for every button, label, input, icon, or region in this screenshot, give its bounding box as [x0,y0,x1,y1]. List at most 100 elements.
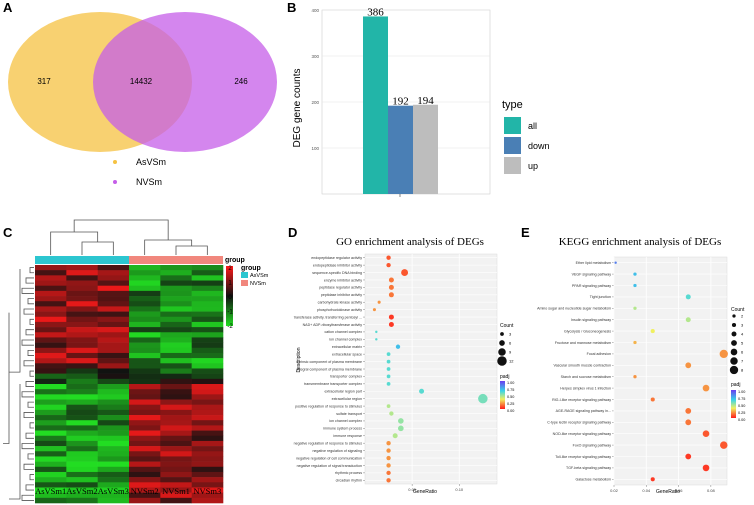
heatmap-cell [129,296,161,302]
kegg-padj-labels: 1.00 0.75 0.50 0.25 0.00 [738,390,745,422]
heatmap-cell [191,394,224,400]
heatmap-column-dendrogram [50,219,208,255]
heatmap-cell [97,435,130,442]
heatmap-cell [97,471,130,478]
heatmap-cell [97,477,130,483]
heatmap-cell [66,404,98,411]
row-dendro-branch [9,384,21,500]
dotplot-point [386,367,391,371]
dotplot-point [633,272,637,276]
row-dendro-branch [21,339,34,346]
heatmap-cell [160,497,192,504]
panel-label-b: B [287,0,296,15]
row-dendro-branch [25,484,34,491]
bar-legend-label-up: up [528,161,538,171]
bar-y-tick-label: 100 [311,146,319,151]
heatmap-cell [97,285,130,292]
heatmap-cell [66,270,98,276]
heatmap-group-bar [35,256,223,264]
heatmap-cell [129,301,161,307]
heatmap-cell [97,394,130,400]
heatmap-cell [129,316,161,323]
dotplot-point [386,255,391,260]
dendro-branch [73,219,169,240]
heatmap-cell [66,440,98,447]
heatmap-cell [66,373,98,380]
dotplot-term-label: Ether lipid metabolism [576,261,611,265]
dotplot-term-label: ion channel complex [329,338,362,342]
heatmap-cell [66,368,98,374]
heatmap-cell [160,301,192,307]
dotplot-point [633,283,637,288]
dotplot-term-label: enzyme inhibitor activity [324,278,362,282]
heatmap-cell [97,378,130,385]
count-legend-dot [497,356,507,366]
heatmap-cell [129,435,161,442]
go-count-legend-title: Count [500,323,514,329]
heatmap-cell [66,420,98,426]
heatmap-cell [160,394,192,400]
kegg-x-axis-label: GeneRatio [656,489,680,495]
heatmap-cell [66,327,98,333]
heatmap-cell [35,347,67,354]
dotplot-point [685,453,692,460]
heatmap-cell [35,378,67,385]
dotplot-point [386,448,391,453]
dotplot-point [388,321,394,327]
heatmap-cells [35,265,224,504]
heatmap-cell [35,342,67,349]
heatmap-scale-label: 1 [228,281,232,287]
heatmap-cell [35,296,67,302]
heatmap-cell [35,337,67,343]
dotplot-point [702,430,710,438]
heatmap-cell [129,461,161,468]
count-legend-dot [730,348,738,356]
heatmap-cell [66,358,98,364]
bar-value-label: 194 [417,95,434,107]
panel-label-c: C [3,225,13,240]
heatmap-cell [129,311,161,318]
heatmap-column-labels: AsVSm1 AsVSm2 AsVSm3 NVSm2 NVSm1 NVSm3 [35,486,221,496]
count-legend-dot [730,357,738,365]
heatmap-cell [66,306,98,312]
heatmap-cell [160,404,192,411]
heatmap-cell [35,487,67,493]
heatmap-cell [129,492,161,499]
heatmap-cell [191,389,224,395]
heatmap-cell [160,420,192,426]
heatmap-cell [66,487,98,493]
heatmap-cell [97,430,130,437]
heatmap-cell [97,373,130,380]
heatmap-cell [129,482,161,488]
padj-legend-label: 0.50 [738,404,745,408]
heatmap-cell [191,265,224,271]
heatmap-cell [160,270,192,276]
row-dendro-branch [3,312,10,444]
dotplot-term-label: Vascular smooth muscle contraction [554,364,611,368]
heatmap-cell [35,306,67,312]
panel-label-e: E [521,225,530,240]
heatmap-cell [35,456,67,462]
row-dendro-branch [21,494,34,501]
heatmap-cell [66,337,98,343]
heatmap-cell [129,384,161,390]
dotplot-term-label: extracellular space [332,352,362,356]
dotplot-point [419,388,425,394]
heatmap-group-swatch [241,272,248,278]
heatmap-scale-label: 0 [228,295,232,301]
heatmap-column-label: NVSm3 [193,486,221,496]
heatmap-cell [35,363,67,369]
heatmap-cell [160,477,192,483]
dotplot-term-label: Amino sugar and nucleotide sugar metabol… [537,307,611,311]
heatmap-cell [160,321,192,328]
heatmap-cell [191,492,224,499]
dotplot-point [388,284,394,290]
venn-right-count: 246 [234,77,248,86]
heatmap-cell [66,446,98,452]
dendro-branch [144,239,193,255]
dotplot-point [633,375,637,379]
heatmap-cell [66,285,98,292]
heatmap-cell [66,347,98,354]
heatmap-cell [66,471,98,478]
